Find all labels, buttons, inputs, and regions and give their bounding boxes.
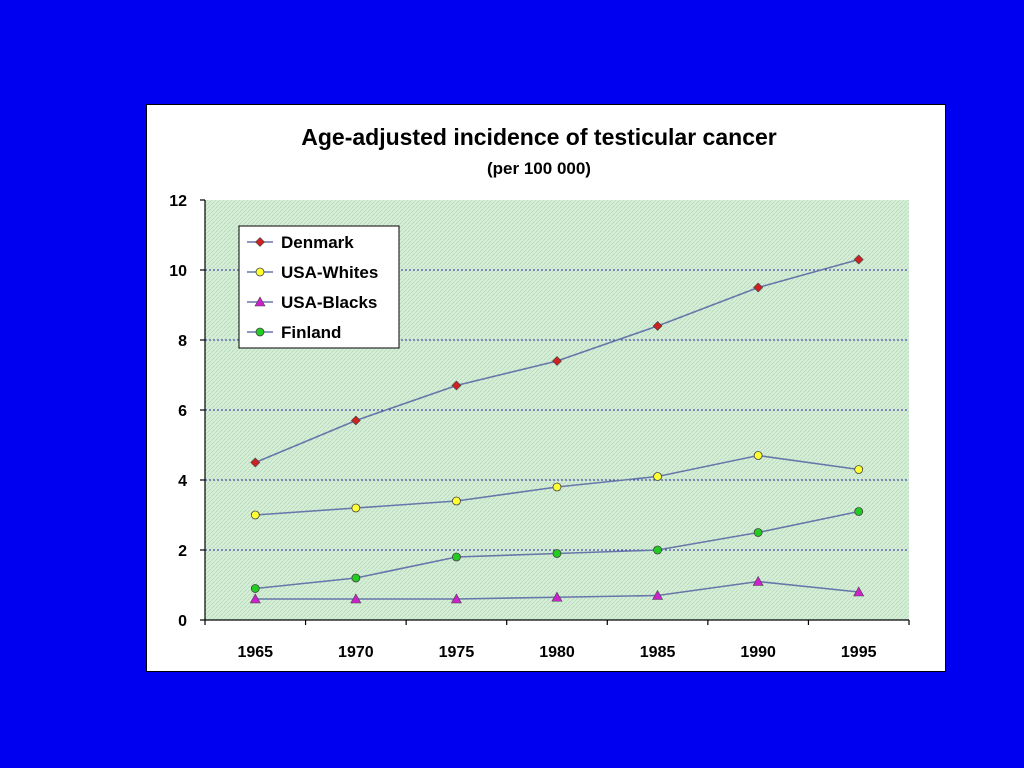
data-point-usa-whites: [653, 472, 662, 481]
chart-title: Age-adjusted incidence of testicular can…: [301, 124, 777, 150]
x-tick-label: 1995: [841, 644, 877, 661]
data-point-finland: [753, 528, 763, 537]
data-point-usa-blacks: [551, 591, 563, 602]
legend-marker: [255, 237, 265, 247]
x-tick-label: 1990: [740, 644, 776, 661]
legend-marker: [254, 296, 266, 307]
plot-area: 0 2 4 6 8 10 12 1965 1970 1975 1980 1985 1990 1995 Den…: [169, 193, 910, 661]
legend-marker: [255, 327, 265, 337]
data-point-usa-blacks: [350, 593, 362, 604]
legend-label: USA-Whites: [281, 263, 378, 282]
data-point-usa-blacks: [450, 593, 462, 604]
x-tick-label: 1970: [338, 644, 374, 661]
y-tick-label: 0: [178, 613, 187, 630]
legend-marker: [255, 267, 265, 277]
legend-label: USA-Blacks: [281, 293, 377, 312]
data-point-usa-whites: [552, 482, 562, 492]
x-tick-label: 1965: [237, 644, 273, 661]
chart-panel: Age-adjusted incidence of testicular can…: [146, 104, 946, 672]
chart-subtitle: (per 100 000): [487, 159, 591, 178]
data-point-usa-whites: [351, 503, 361, 513]
y-tick-label: 12: [169, 193, 187, 210]
y-tick-label: 6: [178, 403, 187, 420]
data-point-denmark: [451, 380, 462, 391]
y-tick-label: 2: [178, 543, 187, 560]
data-point-usa-blacks: [853, 586, 865, 597]
data-point-usa-whites: [250, 510, 260, 520]
data-point-denmark: [853, 254, 864, 265]
data-point-finland: [854, 507, 864, 516]
data-point-denmark: [652, 321, 663, 331]
x-tick-label: 1975: [439, 644, 475, 661]
legend-box: [238, 225, 400, 349]
data-point-finland: [452, 552, 461, 562]
data-point-usa-blacks: [752, 575, 764, 586]
y-tick-label: 4: [178, 473, 187, 490]
legend-label: Finland: [281, 323, 341, 342]
data-point-denmark: [350, 415, 361, 426]
x-tick-label: 1985: [640, 644, 676, 661]
data-point-finland: [653, 545, 662, 555]
data-point-usa-whites: [753, 451, 763, 460]
data-point-finland: [250, 584, 260, 593]
data-point-denmark: [250, 457, 261, 468]
data-point-usa-blacks: [652, 589, 664, 600]
x-tick-label: 1980: [539, 644, 575, 661]
data-point-usa-blacks: [249, 593, 261, 604]
data-point-finland: [351, 573, 361, 583]
y-tick-label: 8: [178, 333, 187, 350]
y-tick-label: 10: [169, 263, 187, 280]
data-point-denmark: [552, 356, 562, 366]
data-point-denmark: [753, 282, 764, 293]
testicular-cancer-chart: Age-adjusted incidence of testicular can…: [169, 124, 910, 661]
data-point-finland: [552, 549, 562, 558]
legend-label: Denmark: [281, 233, 354, 252]
data-point-usa-whites: [854, 465, 864, 474]
data-point-usa-whites: [452, 496, 461, 506]
